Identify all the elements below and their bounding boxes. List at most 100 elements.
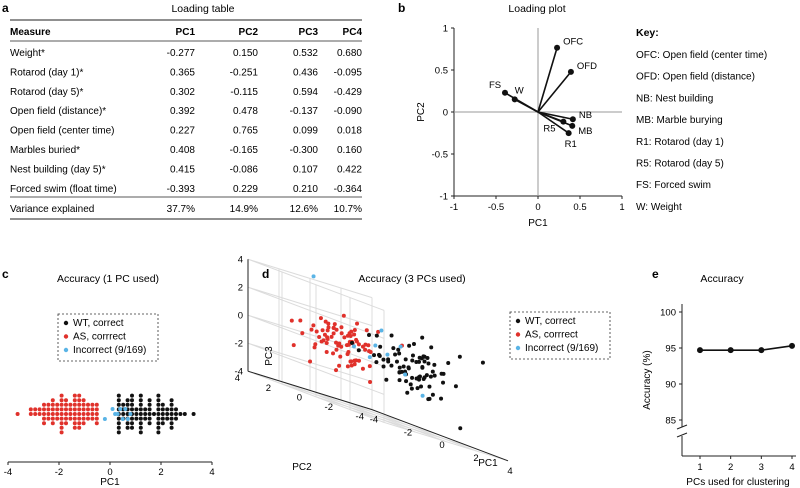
- wt-correct-point: [404, 379, 409, 384]
- as-correct-point: [349, 359, 354, 364]
- x-tick-label: -0.5: [488, 202, 504, 213]
- panel-letter-b: b: [398, 1, 405, 15]
- as-correct-point: [72, 421, 77, 426]
- wt-correct-point: [393, 352, 398, 357]
- legend-label-incorrect: Incorrect (9/169): [525, 343, 598, 354]
- x-tick-label: 4: [507, 466, 512, 477]
- incorrect-point: [367, 355, 372, 360]
- wt-correct-point: [407, 343, 412, 348]
- incorrect-point: [420, 393, 425, 398]
- wt-correct-point: [116, 416, 121, 421]
- table-cell: -0.429: [334, 87, 363, 98]
- as-correct-point: [291, 343, 296, 348]
- incorrect-point: [385, 352, 390, 357]
- loading-point-mb: [569, 122, 576, 129]
- wt-correct-point: [160, 402, 165, 407]
- as-correct-point: [86, 407, 90, 412]
- accuracy-3pc-plot: -4 -4 -4 -2 -2 -2 0 0 0 2 2 2 4 4 4 PC1 PC2 PC3 WT, correc…: [235, 255, 611, 477]
- y-axis-line: [247, 370, 373, 411]
- wt-correct-point: [156, 425, 161, 430]
- table-cell: -0.300: [290, 145, 319, 156]
- wt-correct-point: [116, 425, 121, 430]
- wt-correct-point: [427, 396, 432, 401]
- x-axis-label: PC1: [478, 458, 498, 469]
- wt-correct-point: [401, 364, 406, 369]
- wt-correct-point: [125, 398, 130, 403]
- as-correct-point: [33, 407, 38, 412]
- x-tick-label: -4: [4, 467, 12, 478]
- wt-correct-point: [384, 377, 389, 382]
- table-cell: -0.115: [230, 87, 258, 98]
- key-item: W: Weight: [636, 202, 682, 213]
- wt-correct-point: [415, 386, 420, 391]
- wt-correct-point: [152, 412, 156, 416]
- as-correct-point: [338, 354, 343, 359]
- x-tick-label: 4: [209, 467, 214, 478]
- table-header-3: PC3: [299, 27, 319, 38]
- wt-correct-point: [409, 386, 414, 391]
- as-correct-point: [355, 321, 360, 326]
- incorrect-point: [118, 407, 123, 411]
- wt-correct-point: [156, 398, 161, 403]
- loading-label: MB: [578, 126, 592, 137]
- incorrect-point: [110, 407, 115, 411]
- as-correct-point: [59, 407, 64, 412]
- wt-correct-point: [165, 412, 170, 416]
- wt-correct-point: [420, 365, 425, 370]
- x-tick-label: 0.5: [573, 202, 586, 213]
- wt-correct-point: [350, 340, 355, 345]
- as-correct-point: [346, 342, 351, 347]
- as-correct-point: [309, 327, 314, 332]
- wt-correct-point: [138, 430, 143, 435]
- as-correct-point: [363, 347, 368, 352]
- accuracy-line-plot: 85 90 95 100 1 2 3 4 Accuracy (%) PCs used for cl…: [642, 304, 796, 488]
- as-correct-point: [311, 323, 316, 328]
- key-item: FS: Forced swim: [636, 180, 711, 191]
- z-tick-label: -2: [235, 339, 243, 350]
- wt-correct-point: [130, 421, 134, 426]
- wt-correct-point: [389, 363, 394, 368]
- incorrect-point: [128, 412, 133, 416]
- as-correct-point: [352, 327, 357, 332]
- table-footer-cell: 10.7%: [334, 204, 362, 215]
- wt-correct-point: [174, 407, 178, 412]
- table-header-2: PC2: [239, 27, 259, 38]
- as-correct-point: [334, 327, 339, 332]
- legend-label-as: AS, corrrect: [73, 332, 126, 343]
- wt-correct-point: [422, 354, 427, 359]
- table-cell: -0.095: [334, 67, 363, 78]
- as-correct-point: [77, 412, 82, 416]
- x-tick-label: 0: [107, 467, 112, 478]
- as-correct-point: [50, 416, 55, 421]
- wt-correct-point: [419, 384, 424, 389]
- wt-correct-point: [169, 412, 174, 416]
- key-item: OFC: Open field (center time): [636, 50, 767, 61]
- wt-correct-point: [410, 375, 415, 380]
- table-cell: 0.532: [293, 48, 318, 59]
- as-correct-point: [334, 340, 339, 345]
- incorrect-point: [311, 274, 316, 279]
- as-correct-point: [72, 398, 77, 403]
- table-cell: 0.422: [337, 164, 362, 175]
- as-correct-point: [46, 416, 51, 421]
- wt-correct-point: [439, 396, 444, 401]
- wt-correct-point: [439, 371, 444, 376]
- table-row-label: Rotarod (day 5)*: [10, 87, 83, 98]
- loading-vector-w: [514, 98, 539, 113]
- wt-correct-point: [165, 407, 170, 412]
- wt-correct-point: [408, 382, 413, 387]
- wt-correct-point: [143, 407, 148, 412]
- table-footer-label: Variance explained: [10, 204, 94, 215]
- wt-correct-point: [156, 407, 161, 412]
- x-tick-label: -1: [450, 202, 458, 213]
- as-correct-point: [331, 351, 336, 356]
- as-correct-point: [86, 412, 90, 416]
- wt-correct-point: [138, 416, 143, 421]
- wt-correct-point: [174, 416, 178, 421]
- key-items: OFC: Open field (center time) OFD: Open f…: [636, 50, 767, 213]
- wt-correct-point: [397, 365, 402, 370]
- wt-correct-point: [403, 357, 408, 362]
- accuracy-point: [758, 347, 765, 354]
- table-cell: 0.436: [293, 67, 318, 78]
- table-header-4: PC4: [343, 27, 363, 38]
